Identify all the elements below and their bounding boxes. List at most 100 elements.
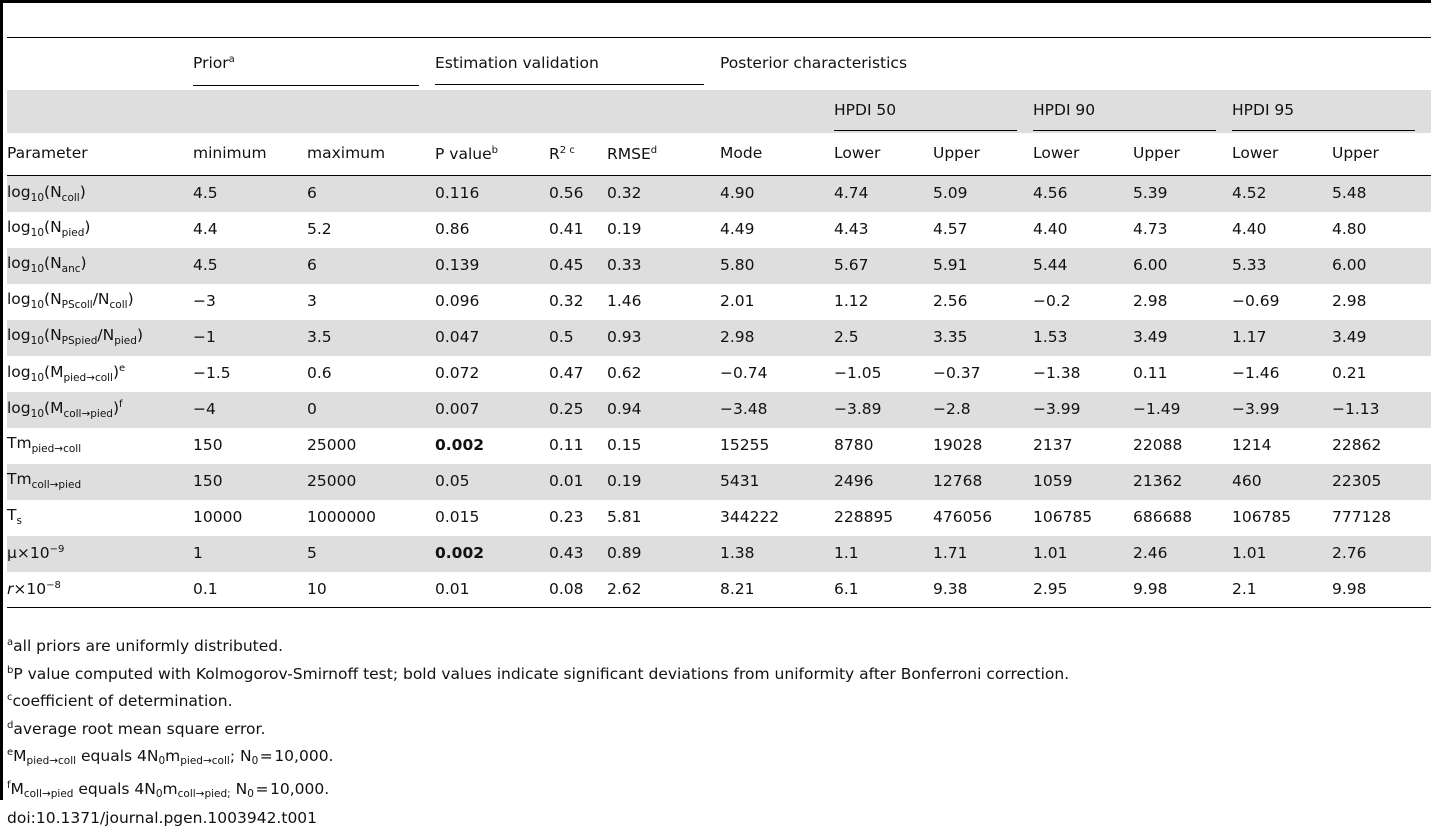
- cell-p-value: 0.047: [435, 319, 549, 356]
- cell-minimum: 4.4: [193, 219, 218, 238]
- parameter-part: ): [112, 362, 120, 381]
- cell-parameter: r×10−8: [7, 571, 193, 608]
- footnote-c-text: coefficient of determination.: [12, 692, 233, 710]
- cell-p-value: 0.01: [435, 571, 549, 608]
- header-hpdi-95: HPDI 95: [1232, 89, 1431, 133]
- cell-maximum: 5: [307, 535, 435, 572]
- parameter-part: coll: [61, 191, 80, 204]
- cell-hpdi90-upper: 0.11: [1133, 363, 1168, 382]
- parameter-part: 10: [30, 371, 45, 384]
- cell-hpdi90-upper: 6.00: [1133, 247, 1232, 284]
- cell-hpdi95-lower: −3.99: [1232, 391, 1332, 428]
- cell-minimum: −3: [193, 291, 216, 310]
- footnote-a-text: all priors are uniformly distributed.: [13, 637, 284, 655]
- cell-hpdi90-lower: 2.95: [1033, 571, 1133, 608]
- parameter-part: pied: [61, 227, 85, 240]
- col-p-value: P valueb: [435, 132, 549, 176]
- footnote-f: fMcoll→pied equals 4N0mcoll→pied; N0 = 1…: [7, 774, 1427, 807]
- cell-hpdi95-upper: 777128: [1332, 507, 1392, 526]
- footnote-e-part: ; N: [229, 747, 252, 765]
- col-hpdi50-upper: Upper: [933, 132, 1033, 176]
- cell-r2: 0.47: [549, 363, 584, 382]
- cell-r2: 0.32: [549, 291, 584, 310]
- header-estimation-validation: Estimation validation: [435, 37, 720, 90]
- cell-hpdi90-lower: 1059: [1033, 463, 1133, 500]
- parameter-part: log: [7, 218, 31, 237]
- significant-value: 0.002: [435, 543, 485, 562]
- footnote-e-sub: pied→coll: [26, 755, 77, 767]
- hpdi-50-label: HPDI 50: [834, 102, 1017, 132]
- footnote-e-sub: 0: [251, 755, 259, 767]
- parameter-part: (N: [44, 254, 62, 273]
- header-hpdi-50: HPDI 50: [834, 89, 1033, 133]
- col-hpdi90-upper: Upper: [1133, 132, 1232, 176]
- parameter-part: coll→pied: [63, 407, 113, 420]
- cell-hpdi50-upper: 5.91: [933, 247, 1033, 284]
- cell-mode: 15255: [720, 435, 770, 454]
- footnote-f-sub: coll→pied;: [177, 787, 231, 800]
- cell-minimum: 4.5: [193, 175, 307, 212]
- p-value-footnote-mark: b: [491, 144, 498, 156]
- cell-hpdi95-lower: 4.52: [1232, 175, 1332, 212]
- cell-maximum: 6: [307, 175, 435, 212]
- footnote-a-mark: a: [7, 637, 14, 648]
- cell-r2: 0.43: [549, 535, 607, 572]
- cell-hpdi90-lower: 106785: [1033, 507, 1093, 526]
- parameter-part: ): [79, 182, 86, 201]
- cell-hpdi95-upper: 3.49: [1332, 319, 1431, 356]
- parameter-part: −9: [49, 544, 65, 556]
- footnote-e-sub: 0: [158, 755, 166, 767]
- cell-p-value: 0.096: [435, 291, 480, 310]
- cell-hpdi90-lower: 1.01: [1033, 535, 1133, 572]
- col-rmse: RMSEd: [607, 132, 720, 176]
- cell-hpdi95-upper: −1.13: [1332, 391, 1431, 428]
- cell-mode: 1.38: [720, 535, 834, 572]
- parameter-part: log: [7, 326, 31, 345]
- parameter-part: ): [84, 218, 91, 237]
- table-row: log10(Mcoll→pied)f −4 0 0.007 0.25 0.94 −3.48−…: [7, 391, 1431, 428]
- cell-p-value: 0.002: [435, 428, 549, 464]
- cell-hpdi50-upper: 4.57: [933, 219, 968, 238]
- cell-rmse: 2.62: [607, 571, 720, 608]
- cell-hpdi95-lower: 1214: [1232, 435, 1272, 454]
- cell-hpdi95-upper: 5.48: [1332, 175, 1431, 212]
- cell-parameter: Tmpied→coll: [7, 428, 193, 464]
- cell-hpdi50-lower: 1.1: [834, 535, 933, 572]
- cell-parameter: μ×10−9: [7, 535, 193, 572]
- cell-r2: 0.25: [549, 391, 607, 428]
- cell-hpdi50-upper: 1.71: [933, 535, 1033, 572]
- table-body: log10(Ncoll) 4.5 6 0.116 0.56 0.32 4.90 4.74 5.0…: [7, 175, 1431, 608]
- cell-rmse: 0.62: [607, 363, 642, 382]
- cell-hpdi95-upper: 6.00: [1332, 247, 1431, 284]
- footnote-b: bP value computed with Kolmogorov-Smirno…: [7, 659, 1427, 687]
- cell-hpdi50-upper: −2.8: [933, 391, 1033, 428]
- cell-hpdi90-upper: 3.49: [1133, 319, 1232, 356]
- posterior-label: Posterior characteristics: [720, 54, 908, 72]
- cell-p-value: 0.002: [435, 535, 549, 572]
- header-posterior-characteristics: Posterior characteristics: [720, 37, 1431, 90]
- parameter-part: (M: [44, 362, 64, 381]
- cell-hpdi50-upper: 5.09: [933, 175, 1033, 212]
- cell-hpdi95-lower: 1.01: [1232, 535, 1332, 572]
- cell-hpdi50-upper: −0.37: [933, 363, 981, 382]
- cell-maximum: 0: [307, 391, 435, 428]
- footnote-e-sub: pied→coll: [180, 755, 230, 767]
- footnote-e-part: equals 4N: [76, 747, 159, 765]
- rmse-footnote-mark: d: [650, 144, 658, 156]
- cell-hpdi95-upper: 0.21: [1332, 363, 1367, 382]
- footnote-a: aall priors are uniformly distributed.: [7, 631, 1427, 659]
- footnote-e-part: m: [165, 747, 181, 765]
- table-row: log10(NPSpied/Npied) −1 3.5 0.047 0.5 0.93 2.9…: [7, 319, 1431, 356]
- cell-hpdi95-lower: 5.33: [1232, 247, 1332, 284]
- cell-maximum: 25000: [307, 463, 435, 500]
- cell-hpdi90-lower: 2137: [1033, 435, 1073, 454]
- parameter-part: log: [7, 254, 31, 273]
- cell-hpdi95-upper: 2.98: [1332, 291, 1367, 310]
- footnote-d-mark: d: [7, 719, 14, 731]
- cell-r2: 0.5: [549, 319, 607, 356]
- cell-parameter: log10(Nanc): [7, 247, 193, 284]
- table-row: log10(Npied) 4.4 5.2 0.86 0.41 0.19 4.49 4.43 4.…: [7, 212, 1431, 248]
- cell-hpdi50-lower: 4.43: [834, 219, 869, 238]
- cell-minimum: −1.5: [193, 363, 231, 382]
- significant-value: 0.002: [435, 435, 485, 454]
